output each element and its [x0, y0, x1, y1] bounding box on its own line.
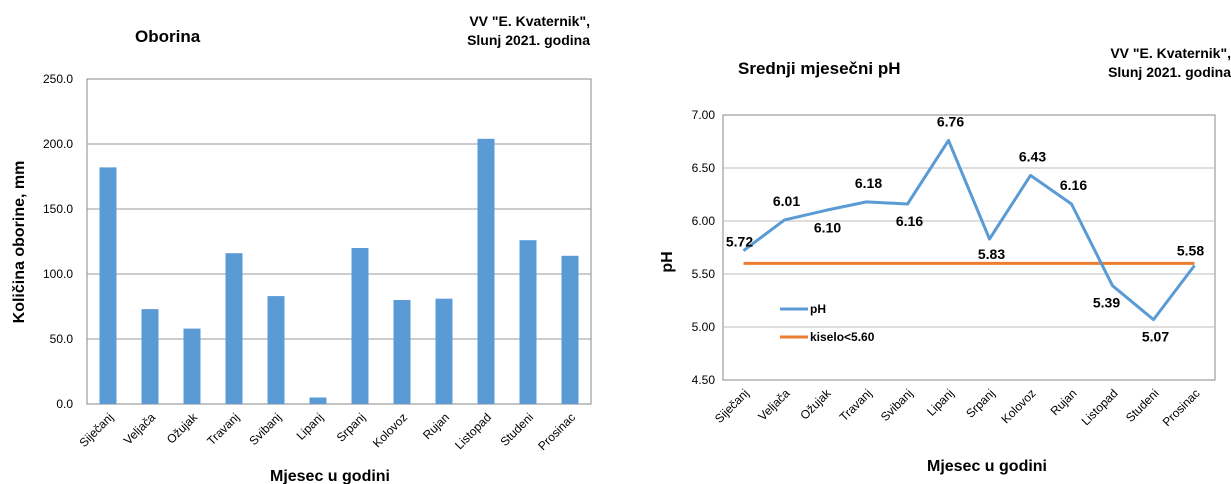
bar-chart-y-tick-label: 50.0	[50, 332, 74, 346]
bar-chart-x-tick-label: Svibanj	[246, 410, 284, 448]
bar-chart-y-tick-label: 100.0	[43, 267, 73, 281]
bar-10	[477, 138, 495, 405]
ph-data-label: 6.43	[1019, 148, 1046, 164]
bar-chart-x-tick-label: Veljača	[121, 410, 158, 447]
bar-7	[351, 248, 369, 404]
bar-chart-x-tick-label: Travanj	[204, 410, 242, 448]
bar-6	[309, 397, 327, 404]
bar-chart-plot-area	[86, 78, 592, 405]
line-chart-x-tick-label: Srpanj	[963, 386, 997, 420]
line-chart-plot-area	[722, 114, 1216, 381]
line-chart-y-tick-label: 5.50	[692, 267, 716, 281]
precipitation-bar-chart: Oborina VV "E. Kvaternik", Slunj 2021. g…	[11, 13, 592, 484]
ph-data-label: 5.39	[1093, 295, 1120, 311]
bar-chart-x-tick-label: Listopad	[452, 410, 494, 452]
line-chart-y-axis-title: pH	[659, 251, 676, 272]
bar-3	[183, 328, 201, 404]
bar-chart-x-tick-label: Rujan	[420, 410, 452, 442]
bar-12	[561, 255, 579, 404]
bar-chart-x-tick-label: Siječanj	[77, 410, 117, 450]
ph-data-label: 6.01	[773, 193, 800, 209]
bar-1	[99, 167, 117, 404]
bar-2	[141, 309, 159, 404]
line-chart-x-tick-label: Kolovoz	[999, 386, 1039, 426]
ph-data-label: 6.76	[937, 113, 964, 129]
bar-11	[519, 240, 537, 404]
ph-data-label: 6.10	[814, 219, 841, 235]
bar-4	[225, 253, 243, 404]
ph-data-label: 6.18	[855, 175, 882, 191]
line-chart-y-tick-label: 6.00	[692, 214, 716, 228]
line-chart-y-tick-label: 4.50	[692, 373, 716, 387]
ph-data-label: 6.16	[1060, 177, 1087, 193]
line-chart-title: Srednji mjesečni pH	[738, 59, 901, 78]
bar-chart-x-axis-title: Mjesec u godini	[270, 468, 390, 484]
bar-chart-y-tick-label: 0.0	[56, 397, 73, 411]
ph-series-line	[742, 138, 1196, 322]
bar-chart-y-tick-label: 200.0	[43, 137, 73, 151]
line-chart-x-tick-label: Veljača	[755, 386, 792, 423]
bar-chart-note-line2: Slunj 2021. godina	[467, 32, 590, 48]
line-chart-x-tick-label: Travanj	[837, 386, 875, 424]
bar-5	[267, 296, 285, 404]
bar-chart-y-tick-label: 150.0	[43, 202, 73, 216]
line-chart-y-tick-label: 6.50	[692, 161, 716, 175]
line-chart-x-tick-label: Siječanj	[712, 386, 752, 426]
bar-9	[435, 298, 453, 404]
bar-chart-y-axis-title: Količina oborine, mm	[11, 161, 28, 324]
bar-chart-x-tick-label: Srpanj	[334, 410, 368, 444]
legend-label-ph: pH	[810, 302, 826, 316]
bar-chart-x-tick-label: Ožujak	[164, 410, 201, 447]
ph-data-label: 5.58	[1177, 243, 1204, 259]
line-chart-x-tick-label: Studeni	[1123, 386, 1162, 425]
bar-8	[393, 300, 411, 404]
bar-chart-x-tick-label: Prosinac	[535, 410, 578, 453]
line-chart-x-tick-label: Rujan	[1048, 386, 1080, 418]
bar-chart-note-line1: VV "E. Kvaternik",	[469, 13, 590, 29]
ph-data-label: 6.16	[896, 213, 923, 229]
bar-chart-title: Oborina	[135, 27, 201, 46]
line-chart-x-axis-title: Mjesec u godini	[927, 458, 1047, 475]
line-chart-note-line2: Slunj 2021. godina	[1108, 64, 1231, 80]
ph-data-label: 5.07	[1142, 329, 1169, 345]
ph-line-chart: Srednji mjesečni pH VV "E. Kvaternik", S…	[659, 45, 1231, 475]
line-chart-x-tick-label: Svibanj	[878, 386, 916, 424]
bar-chart-x-tick-label: Studeni	[497, 410, 536, 449]
bar-chart-y-tick-label: 250.0	[43, 72, 73, 86]
line-chart-y-tick-label: 7.00	[692, 108, 716, 122]
line-chart-x-tick-label: Prosinac	[1160, 386, 1203, 429]
line-chart-y-tick-label: 5.00	[692, 320, 716, 334]
ph-data-label: 5.72	[726, 234, 753, 250]
line-chart-legend: pH kiselo<5.60	[780, 302, 875, 344]
ph-data-label: 5.83	[978, 246, 1005, 262]
line-chart-note-line1: VV "E. Kvaternik",	[1110, 45, 1231, 61]
line-chart-x-tick-label: Listopad	[1079, 386, 1121, 428]
line-chart-x-tick-label: Lipanj	[924, 386, 957, 419]
line-chart-x-tick-label: Ožujak	[797, 386, 834, 423]
legend-label-acid-threshold: kiselo<5.60	[810, 330, 875, 344]
bar-chart-x-tick-label: Lipanj	[294, 410, 327, 443]
bar-chart-x-tick-label: Kolovoz	[370, 410, 410, 450]
